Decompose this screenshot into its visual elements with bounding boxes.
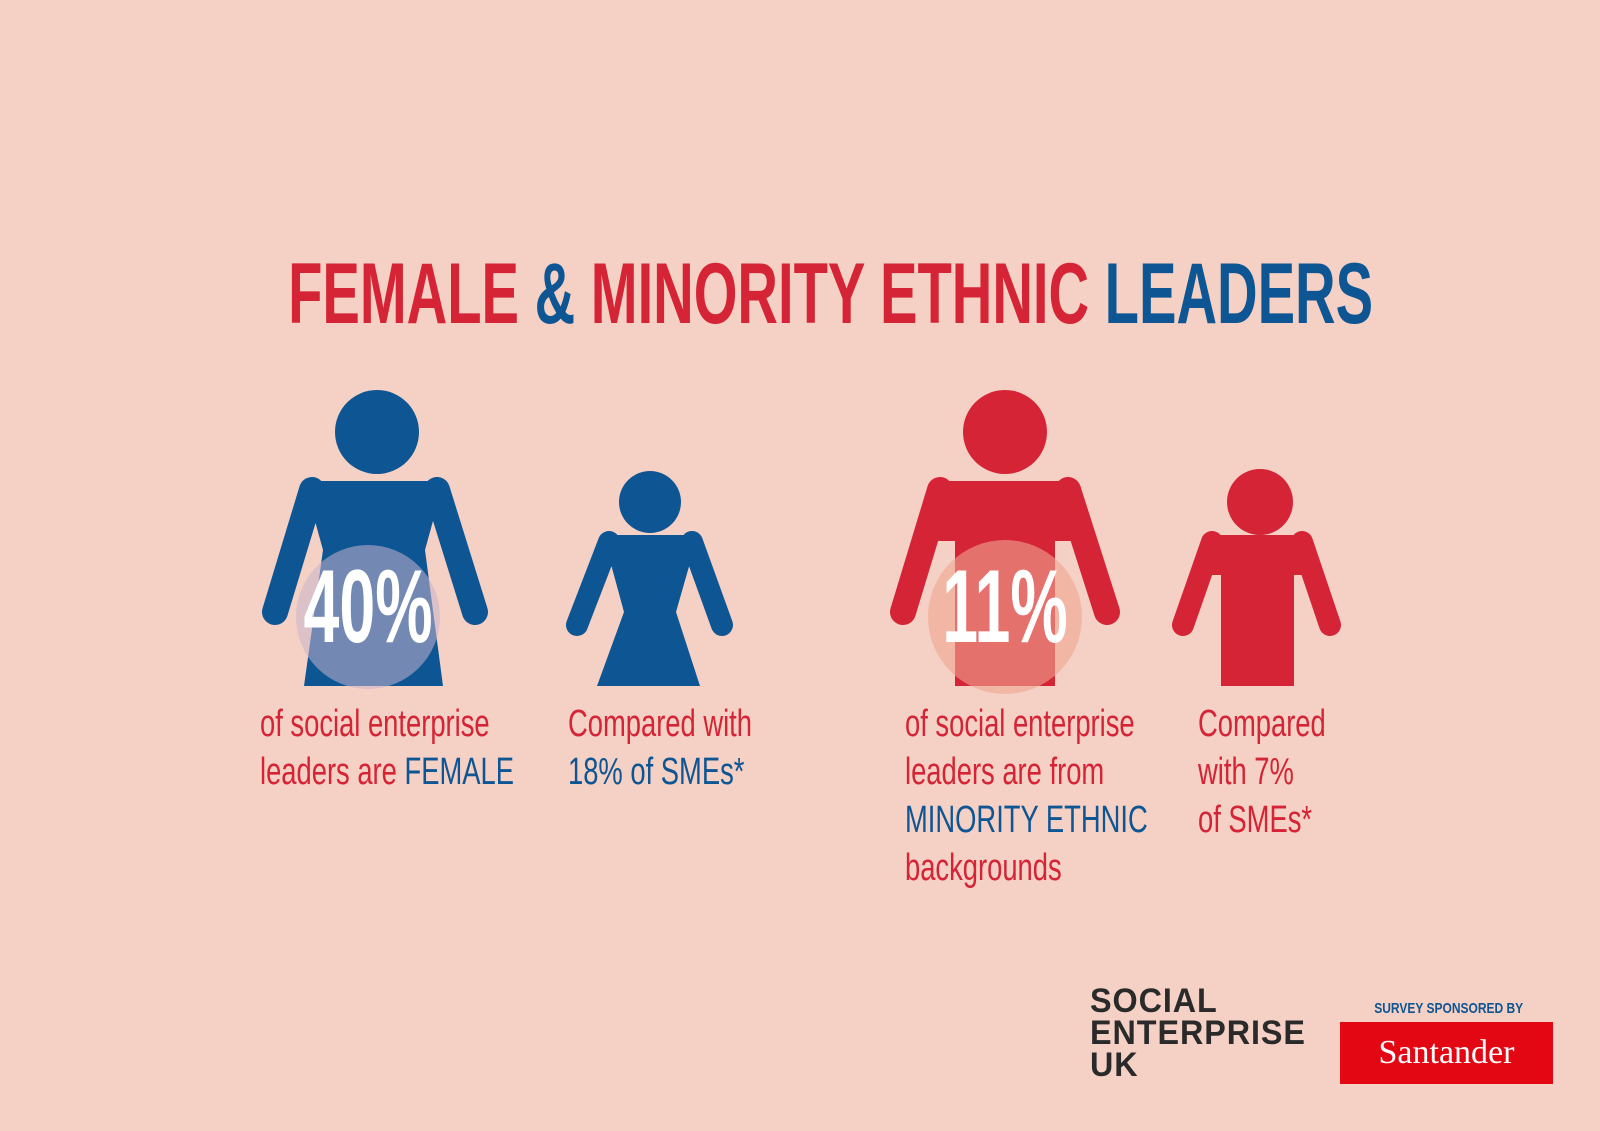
comparison: Compared with 18% of SMEs*	[568, 700, 752, 796]
text-line: of SMEs*	[1198, 796, 1326, 844]
text-line: with 7%	[1198, 748, 1326, 796]
text-segment: Compared with	[568, 703, 753, 745]
male-figure-small	[1172, 469, 1341, 686]
text-line: 18% of SMEs*	[568, 748, 752, 796]
logo-line: ENTERPRISE	[1090, 1014, 1306, 1052]
stat: 40%	[303, 549, 433, 665]
text-line: Compared	[1198, 700, 1326, 748]
logo-line: SOCIAL	[1090, 982, 1218, 1020]
title-part: &	[534, 246, 591, 342]
sponsor-label: SURVEY SPONSORED BY	[1374, 1000, 1523, 1017]
logo: SOCIAL ENTERPRISE UK	[1090, 982, 1306, 1084]
highlight-circle	[928, 540, 1082, 694]
comparison: Compared with 7% of SMEs*	[1198, 700, 1326, 844]
text-segment: leaders are from	[905, 751, 1105, 793]
description: of social enterprise leaders are FEMALE	[260, 700, 514, 796]
text-segment: of SMEs*	[1198, 799, 1313, 841]
title-part: MINORITY ETHNIC	[590, 246, 1105, 342]
text-segment: backgrounds	[905, 847, 1062, 889]
text-line: of social enterprise	[260, 700, 514, 748]
text-segment: leaders are	[260, 751, 405, 793]
description: of social enterprise leaders are from MINO…	[905, 700, 1148, 892]
text-line: backgrounds	[905, 844, 1148, 892]
text-line: leaders are FEMALE	[260, 748, 514, 796]
stat: 11%	[942, 549, 1068, 665]
text-segment: Compared	[1198, 703, 1326, 745]
logo-line: UK	[1090, 1046, 1139, 1084]
title-part: FEMALE	[288, 246, 535, 342]
text-line: Compared with	[568, 700, 752, 748]
text-segment: of social enterprise	[260, 703, 490, 745]
sponsor-badge: Santander	[1340, 1022, 1553, 1084]
text-segment: of social enterprise	[905, 703, 1135, 745]
title-text: FEMALE & MINORITY ETHNIC LEADERS	[288, 245, 1373, 344]
text-segment: FEMALE	[404, 751, 514, 793]
text-line: leaders are from	[905, 748, 1148, 796]
text-line: MINORITY ETHNIC	[905, 796, 1148, 844]
title: FEMALE & MINORITY ETHNIC LEADERS	[0, 245, 1600, 344]
title-part: LEADERS	[1104, 246, 1374, 342]
sponsor-name: Santander	[1378, 1034, 1515, 1071]
text-segment: 18% of SMEs*	[568, 751, 745, 793]
text-line: of social enterprise	[905, 700, 1148, 748]
highlight-circle	[296, 545, 440, 689]
female-figure-small	[566, 471, 733, 686]
text-segment: MINORITY ETHNIC	[905, 799, 1148, 841]
text-segment: with 7%	[1198, 751, 1294, 793]
